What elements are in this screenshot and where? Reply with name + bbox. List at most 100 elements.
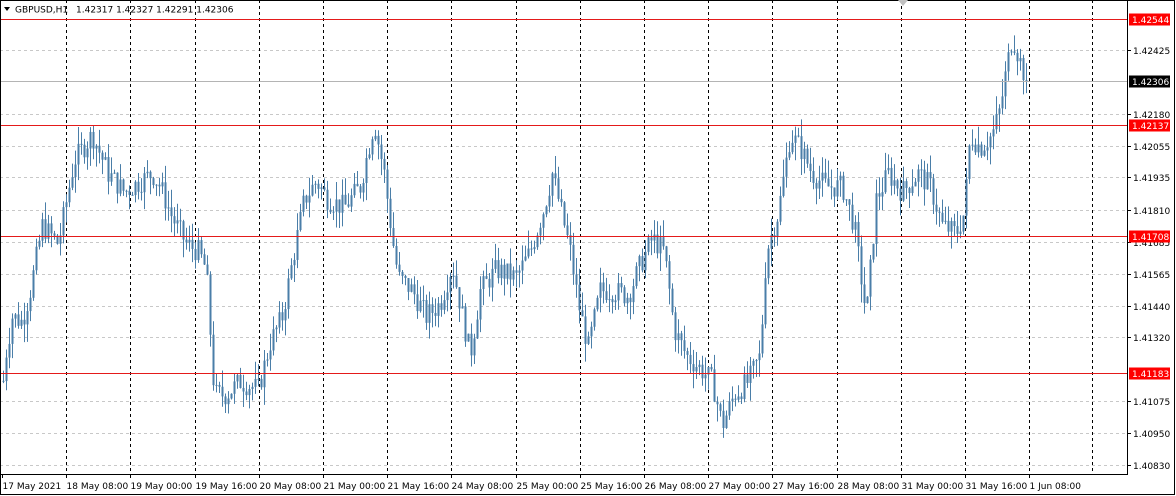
candle-body — [899, 188, 902, 201]
candle-body — [821, 172, 824, 181]
triangle-down-icon[interactable] — [4, 7, 10, 11]
candle-body — [971, 144, 974, 146]
candle-body — [317, 183, 320, 189]
candle-body — [932, 178, 935, 205]
candle-body — [617, 283, 620, 301]
candle-body — [887, 167, 890, 171]
candle-body — [713, 369, 716, 402]
candle-body — [326, 189, 329, 210]
candle-body — [221, 386, 224, 397]
candle-body — [668, 261, 671, 289]
candle-body — [293, 259, 296, 266]
candle-body — [23, 319, 26, 325]
candle-body — [920, 169, 923, 171]
candle-body — [407, 278, 410, 292]
x-tick-label: 20 May 08:00 — [260, 482, 322, 492]
candle-body — [410, 284, 413, 292]
candle-body — [92, 131, 95, 149]
y-tick-label: 1.41810 — [1133, 207, 1170, 217]
y-tick-label: 1.42055 — [1133, 143, 1170, 153]
candle-body — [362, 183, 365, 193]
candle-body — [848, 199, 851, 205]
candle-body — [797, 135, 800, 137]
candle-body — [260, 378, 263, 388]
horizontal-grid — [0, 50, 1127, 466]
current-price-label: 1.42306 — [1132, 78, 1169, 88]
price-axis[interactable]: 1.42425 1.42180 1.42055 1.41935 1.41810 1.416… — [1128, 47, 1170, 472]
candle-body — [1010, 51, 1013, 53]
candle-body — [974, 144, 977, 153]
candle-body — [206, 264, 209, 275]
candle-body — [665, 246, 668, 262]
candle-body — [419, 300, 422, 312]
candle-body — [77, 143, 80, 165]
candle-body — [287, 278, 290, 310]
candle-body — [596, 297, 599, 310]
candle-body — [1022, 58, 1025, 81]
candle-body — [290, 265, 293, 279]
candle-body — [212, 334, 215, 386]
candle-body — [641, 256, 644, 271]
candle-body — [551, 173, 554, 196]
candle-body — [458, 287, 461, 309]
candle-body — [347, 204, 350, 207]
candle-body — [680, 333, 683, 341]
candle-body — [917, 169, 920, 182]
time-axis[interactable]: 17 May 2021 18 May 08:00 19 May 00:00 19 Ma… — [2, 474, 1082, 492]
candle-body — [305, 195, 308, 203]
candle-body — [512, 270, 515, 280]
candle-body — [491, 268, 494, 288]
candle-body — [401, 271, 404, 276]
candle-body — [914, 181, 917, 187]
candle-body — [539, 227, 542, 236]
candle-body — [884, 170, 887, 193]
candle-body — [980, 144, 983, 156]
candle-body — [47, 223, 50, 239]
candle-body — [308, 195, 311, 203]
candle-body — [461, 306, 464, 309]
candle-body — [692, 364, 695, 372]
x-tick-label: 26 May 08:00 — [645, 482, 707, 492]
candle-body — [116, 172, 119, 194]
candle-body — [584, 316, 587, 344]
candle-body — [548, 195, 551, 207]
candle-body — [896, 180, 899, 189]
candle-body — [629, 297, 632, 303]
candle-body — [467, 333, 470, 342]
candle-body — [329, 209, 332, 213]
level-price-label: 1.41183 — [1132, 370, 1169, 380]
candle-body — [314, 183, 317, 185]
horizontal-level-lines[interactable] — [0, 19, 1127, 374]
candle-body — [356, 183, 359, 187]
candle-body — [431, 304, 434, 313]
candle-body — [389, 198, 392, 229]
candle-body — [1004, 71, 1007, 97]
candle-body — [236, 374, 239, 382]
candle-body — [284, 309, 287, 321]
candle-body — [1016, 52, 1019, 62]
candle-body — [725, 415, 728, 428]
candle-body — [731, 398, 734, 402]
candle-body — [761, 324, 764, 354]
candle-body — [266, 359, 269, 361]
candle-body — [413, 284, 416, 295]
candle-body — [272, 329, 275, 351]
candle-body — [2, 380, 5, 382]
candle-body — [935, 204, 938, 212]
candle-body — [416, 294, 419, 312]
candle-body — [173, 216, 176, 224]
chart-shift-marker-icon[interactable] — [898, 0, 908, 6]
candle-body — [842, 175, 845, 200]
candle-body — [527, 248, 530, 257]
candle-body — [878, 193, 881, 197]
candle-body — [728, 401, 731, 416]
candle-body — [320, 187, 323, 189]
candle-body — [143, 173, 146, 193]
candle-body — [155, 184, 158, 186]
candle-body — [386, 169, 389, 199]
candle-body — [194, 248, 197, 261]
candle-body — [428, 304, 431, 323]
y-tick-label: 1.41075 — [1133, 398, 1170, 408]
candle-body — [101, 152, 104, 160]
